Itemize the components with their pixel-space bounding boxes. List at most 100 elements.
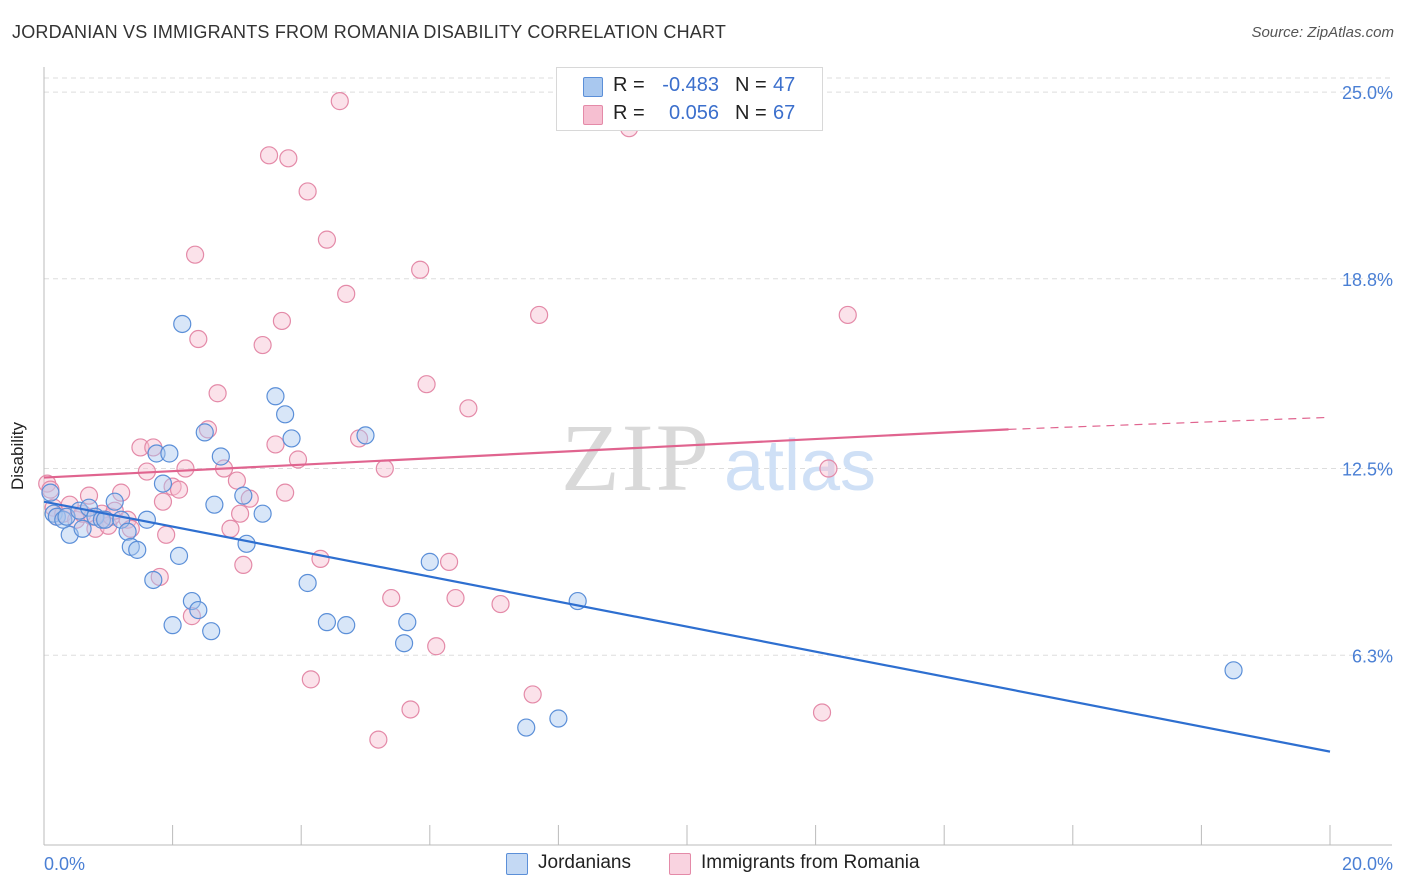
jordanians-point <box>147 444 166 463</box>
romania-point <box>812 703 832 722</box>
romania-point <box>276 483 295 502</box>
romania-point <box>253 335 272 355</box>
romania-point <box>459 399 478 418</box>
romania-point <box>330 92 349 111</box>
romania-point <box>112 483 131 502</box>
romania-point <box>221 519 240 538</box>
axes <box>43 67 1392 846</box>
jordanians-point <box>169 546 189 565</box>
jordanians-trend-line <box>43 500 1331 753</box>
romania-point <box>266 435 285 454</box>
romania-point <box>417 375 436 394</box>
jordanians-point <box>253 504 272 523</box>
jordanians-point <box>1224 661 1243 680</box>
tick-labels: 6.3% 12.5% 18.8% 25.0% 0.0% 20.0% <box>44 83 1393 874</box>
jordanians-point <box>41 483 60 502</box>
romania-point <box>411 260 430 279</box>
jordanians-point <box>211 447 230 466</box>
romania-point <box>298 182 317 201</box>
romania-point <box>121 519 140 538</box>
romania-point <box>369 730 388 749</box>
romania-point <box>491 594 510 614</box>
jordanians-point <box>276 405 295 424</box>
jordanians-point <box>266 387 285 406</box>
romania-point <box>231 504 250 523</box>
watermark: ZIP atlas <box>561 404 876 511</box>
legend-r-value: -0.483 <box>662 74 719 96</box>
legend-n-value: 47 <box>773 74 796 96</box>
jordanians-point <box>298 573 317 593</box>
romania-point <box>401 700 420 719</box>
romania-point <box>189 329 208 349</box>
romania-point <box>838 305 857 325</box>
romania-point <box>301 670 320 689</box>
jordanians-point <box>128 540 147 559</box>
jordanians-point <box>54 510 73 529</box>
romania-point <box>153 492 173 511</box>
romania-point <box>382 588 401 608</box>
romania-trend-extension <box>1008 416 1331 430</box>
romania-point <box>157 525 176 544</box>
legend-swatch-blue <box>583 77 603 97</box>
jordanians-point <box>202 622 221 641</box>
correlation-legend: R = -0.483 N = 47 R = 0.056 N = 67 <box>556 67 823 131</box>
romania-point <box>446 588 465 608</box>
romania-point <box>523 685 542 704</box>
jordanians-point <box>73 519 92 538</box>
romania-point <box>176 459 195 478</box>
romania-point <box>311 549 330 568</box>
jordanians-point <box>182 591 201 611</box>
jordanians-point <box>237 534 256 553</box>
series-jordanians-points <box>41 314 1243 737</box>
jordanians-point <box>337 616 356 635</box>
jordanians-point <box>356 426 375 445</box>
legend-label-jordanians: Jordanians <box>538 852 631 873</box>
jordanians-point <box>517 718 536 737</box>
y-tick-label: 18.8% <box>1342 270 1393 290</box>
jordanians-point <box>189 600 208 620</box>
watermark-zip: ZIP <box>561 404 711 511</box>
legend-row-jordanians: R = -0.483 N = 47 <box>557 74 822 100</box>
y-tick-label: 6.3% <box>1352 646 1393 666</box>
y-tick-label: 12.5% <box>1342 460 1393 480</box>
romania-point <box>279 149 298 168</box>
romania-point <box>317 230 337 249</box>
legend-label-romania: Immigrants from Romania <box>701 852 920 873</box>
legend-swatch-pink <box>669 853 691 875</box>
jordanians-point <box>163 616 182 635</box>
romania-point <box>131 438 150 457</box>
romania-point <box>259 146 279 165</box>
romania-point <box>337 284 356 303</box>
romania-point <box>375 459 394 478</box>
jordanians-point <box>195 423 214 442</box>
x-tick-label: 20.0% <box>1342 854 1393 874</box>
jordanians-point <box>205 495 224 514</box>
legend-row-romania: R = 0.056 N = 67 <box>557 102 822 128</box>
trend-lines <box>43 416 1331 753</box>
chart-title: JORDANIAN VS IMMIGRANTS FROM ROMANIA DIS… <box>12 22 727 42</box>
jordanians-point <box>160 444 179 463</box>
legend-r-label: R = <box>613 74 645 96</box>
romania-point <box>272 311 292 331</box>
romania-point <box>208 384 227 403</box>
jordanians-point <box>153 474 173 493</box>
romania-point <box>234 555 253 575</box>
legend-swatch-blue <box>506 853 528 875</box>
jordanians-point <box>394 634 414 653</box>
romania-point <box>439 552 459 571</box>
legend-n-label: N = <box>735 74 767 96</box>
jordanians-point <box>549 709 568 728</box>
romania-trend-line <box>43 428 1009 479</box>
x-tick-label: 0.0% <box>44 854 85 874</box>
romania-point <box>186 245 205 264</box>
jordanians-point <box>234 486 253 505</box>
jordanians-point <box>282 429 301 448</box>
legend-r-label: R = <box>613 102 645 124</box>
legend-n-value: 67 <box>773 102 796 124</box>
jordanians-point <box>420 552 439 571</box>
jordanians-point <box>173 314 192 334</box>
jordanians-point <box>317 613 337 632</box>
legend-r-value: 0.056 <box>668 102 719 124</box>
romania-point <box>169 480 189 499</box>
